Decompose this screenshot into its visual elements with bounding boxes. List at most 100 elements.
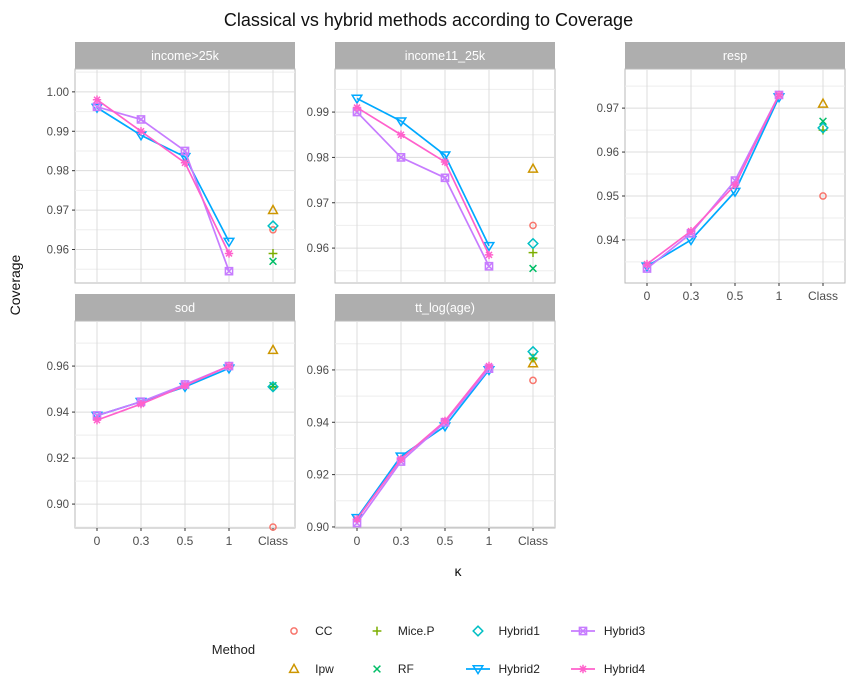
point-hybrid4: [642, 259, 652, 269]
series-hybrid4: [92, 361, 234, 425]
gridlines: [75, 321, 295, 528]
legend-label-hybrid3: Hybrid3: [603, 623, 646, 638]
class-point-cc: [529, 221, 537, 230]
class-points: [817, 97, 829, 200]
svg-text:0.3: 0.3: [393, 534, 410, 548]
y-axis-ticks: 0.96 0.97 0.98 0.99 1.00: [47, 87, 75, 257]
svg-text:0.98: 0.98: [47, 166, 69, 178]
svg-text:0.92: 0.92: [307, 470, 329, 482]
facet-strip: [625, 42, 845, 69]
svg-text:0: 0: [94, 534, 101, 548]
x-axis-ticks: 0 0.3 0.5 1 Class: [644, 283, 838, 303]
svg-text:0.5: 0.5: [177, 534, 194, 548]
y-axis-ticks: 0.90 0.92 0.94 0.96: [47, 361, 75, 511]
svg-text:0.96: 0.96: [597, 147, 619, 159]
circle-open-icon: [290, 626, 298, 635]
class-points: [527, 162, 539, 273]
point-hybrid2: [482, 241, 496, 252]
point-hybrid3: [396, 153, 406, 162]
class-point-cc: [529, 376, 537, 385]
gridlines: [625, 69, 845, 283]
legend-label-hybrid2: Hybrid2: [498, 661, 540, 676]
svg-text:0.98: 0.98: [307, 152, 329, 164]
svg-text:0.97: 0.97: [307, 198, 329, 210]
class-point-cc: [269, 225, 277, 234]
legend-key-hybrid1: [471, 624, 484, 637]
legend-item-cc: CC: [281, 621, 334, 641]
legend-key-hybrid4: [570, 664, 595, 673]
svg-text:0: 0: [644, 289, 651, 303]
class-point-hybrid1: [817, 122, 829, 134]
point-hybrid4: [484, 250, 494, 260]
class-point-rf: [529, 264, 537, 273]
svg-text:Class: Class: [518, 534, 548, 548]
point-hybrid3: [224, 266, 234, 276]
legend-items: CC Ipw Mice.P RF Hybrid1 Hybrid2 Hybrid3 Hybrid…: [281, 621, 645, 679]
legend-key-ipw: [288, 662, 300, 673]
facet-strip-label: resp: [723, 49, 747, 63]
facet-strip: [335, 294, 555, 321]
legend-item-rf: RF: [364, 659, 435, 679]
panel-income11-25k: income11_25k 0.96 0.97 0.98 0.99: [285, 42, 557, 314]
svg-text:0.96: 0.96: [307, 365, 329, 377]
point-hybrid4: [180, 158, 190, 167]
svg-text:0.5: 0.5: [437, 534, 454, 548]
point-hybrid4: [440, 416, 450, 426]
svg-text:1: 1: [776, 289, 783, 303]
legend-item-hybrid3: Hybrid3: [570, 621, 645, 641]
class-point-ipw: [817, 97, 829, 108]
class-point-ipw: [267, 343, 279, 355]
svg-text:0.3: 0.3: [133, 534, 150, 548]
legend-label-cc: CC: [315, 623, 333, 638]
legend: Method CC Ipw Mice.P RF Hybrid1 Hybrid2 Hybrid…: [0, 612, 857, 687]
point-hybrid4: [136, 399, 146, 409]
class-points: [267, 343, 279, 531]
square-cross-icon: [578, 626, 588, 635]
svg-text:Class: Class: [258, 534, 288, 548]
legend-label-ipw: Ipw: [315, 661, 334, 676]
legend-title: Method: [211, 642, 256, 657]
facet-strip: [75, 42, 295, 69]
panel-resp: resp 0.94 0.95 0.96 0.97 0 0.3 0.5 1 Class: [575, 42, 847, 314]
facet-strip: [75, 294, 295, 321]
point-hybrid3: [440, 173, 450, 183]
class-point-hybrid1: [267, 219, 279, 232]
svg-text:0.96: 0.96: [307, 243, 329, 255]
y-axis-title: Coverage: [7, 254, 23, 316]
asterisk-icon: [578, 664, 588, 673]
legend-key-hybrid2: [465, 664, 490, 675]
point-hybrid3: [180, 146, 190, 156]
series-hybrid3: [92, 102, 234, 276]
point-hybrid4: [396, 454, 406, 464]
svg-text:1: 1: [226, 534, 233, 548]
svg-text:0.94: 0.94: [47, 407, 70, 419]
svg-text:0.97: 0.97: [597, 103, 619, 115]
y-axis-ticks: 0.94 0.95 0.96 0.97: [597, 103, 625, 247]
class-point-ipw: [527, 357, 539, 368]
svg-text:0.97: 0.97: [47, 205, 69, 217]
plus-icon: [372, 626, 382, 635]
svg-text:0.94: 0.94: [597, 235, 620, 247]
facet-strip-label: sod: [175, 301, 195, 315]
x-axis-ticks: 0 0.3 0.5 1 Class: [354, 528, 548, 548]
point-hybrid4: [440, 157, 450, 167]
legend-item-ipw: Ipw: [281, 659, 334, 679]
svg-text:0.99: 0.99: [307, 107, 329, 119]
svg-text:0.94: 0.94: [307, 417, 330, 429]
class-point-mice-p: [268, 382, 278, 392]
plot-title: Classical vs hybrid methods according to…: [223, 10, 634, 30]
point-hybrid2: [394, 117, 408, 128]
point-hybrid4: [136, 127, 146, 136]
svg-text:0.90: 0.90: [47, 499, 69, 511]
point-hybrid4: [730, 180, 740, 190]
class-point-cc: [269, 523, 277, 531]
panel-sod: sod 0.90 0.92 0.94 0.96 0 0.3 0.5 1 Class: [25, 294, 297, 559]
legend-key-cc: [290, 626, 298, 635]
svg-text:0.92: 0.92: [47, 453, 69, 465]
point-hybrid3: [136, 115, 146, 124]
facet-strip-label: income>25k: [151, 49, 219, 63]
point-hybrid4: [396, 130, 406, 139]
point-hybrid4: [92, 95, 102, 104]
series-hybrid4: [352, 103, 494, 260]
